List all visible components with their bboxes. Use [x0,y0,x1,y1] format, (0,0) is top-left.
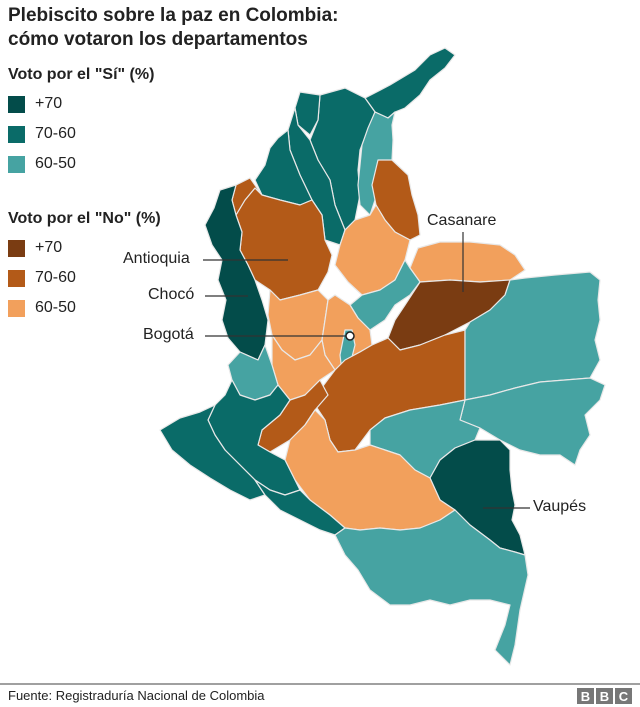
legend-label: 70-60 [35,125,76,142]
region-santander [334,204,411,296]
footer-divider [0,683,640,685]
title-line-1: Plebiscito sobre la paz en Colombia: [8,5,339,26]
legend-swatch [8,269,25,287]
callout-vaupes: Vaupés [533,498,587,515]
legend-si-item-60-50: 60-50 [8,154,154,174]
map-title: Plebiscito sobre la paz en Colombia: cóm… [8,4,338,52]
legend-swatch [8,95,25,113]
bbc-logo-letter: B [577,688,594,704]
region-la-guajira [364,47,456,119]
bogota-marker-icon [345,331,355,341]
bbc-logo-letter: B [596,688,613,704]
legend-si-item-70-60: 70-60 [8,124,154,144]
legend-si-heading: Voto por el "Sí" (%) [8,66,155,83]
callout-choco: Chocó [148,286,195,303]
region-amazonas [334,509,529,666]
legend-no-heading: Voto por el "No" (%) [8,210,161,227]
region-norte-de-santander [371,159,421,241]
source-text: Fuente: Registraduría Nacional de Colomb… [8,688,265,703]
legend-si-item-70plus: +70 [8,94,154,114]
region-arauca [409,241,526,283]
callout-bogota: Bogotá [143,326,194,343]
legend-label: 60-50 [35,299,76,316]
legend-swatch [8,239,25,257]
region-narino [159,404,266,501]
legend-swatch [8,299,25,317]
legend-no: Voto por el "No" (%) +70 70-60 60-50 [8,210,161,328]
bbc-logo-letter: C [615,688,632,704]
legend-label: 70-60 [35,269,76,286]
legend-no-item-70-60: 70-60 [8,268,161,288]
legend-no-item-60-50: 60-50 [8,298,161,318]
legend-label: +70 [35,95,63,112]
bbc-logo: B B C [577,688,632,704]
callout-casanare: Casanare [427,212,497,229]
legend-no-item-70plus: +70 [8,238,161,258]
legend-label: 60-50 [35,155,76,172]
legend-swatch [8,155,25,173]
legend-si: Voto por el "Sí" (%) +70 70-60 60-50 [8,66,154,184]
callout-antioquia: Antioquia [123,250,190,267]
region-casanare [387,279,511,351]
legend-label: +70 [35,239,63,256]
legend-swatch [8,125,25,143]
title-line-2: cómo votaron los departamentos [8,29,308,50]
